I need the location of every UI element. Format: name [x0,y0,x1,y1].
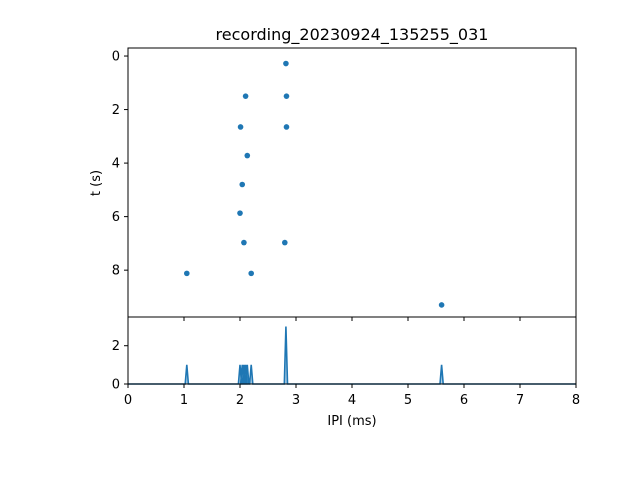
y-tick-label: 8 [112,264,120,279]
x-tick-label: 8 [572,393,580,408]
scatter-point [283,93,290,99]
scatter-point [438,302,445,308]
scatter-point [184,270,190,277]
x-tick-label: 2 [236,393,244,408]
scatter-point [239,181,246,188]
histogram-line [128,326,576,385]
x-tick-label: 1 [180,393,188,408]
x-tick-label: 7 [516,393,524,408]
histogram-frame [127,316,577,385]
y-tick-label: 2 [112,339,120,354]
chart-title: recording_20230924_135255_031 [216,25,489,45]
scatter-point [283,60,289,67]
x-tick-label: 5 [404,393,412,408]
x-axis-label: IPI (ms) [327,414,376,429]
y-tick-label: 0 [112,50,120,65]
scatter-point [237,124,244,130]
x-tick-label: 6 [460,393,468,408]
y-tick-label: 0 [112,378,120,393]
scatter-point [241,239,247,246]
scatter-point [242,93,249,99]
x-tick-label: 3 [292,393,300,408]
histogram-panel: 0 2 0 1 2 3 4 5 6 7 8 [112,316,580,408]
scatter-point [282,239,288,246]
x-tick-label: 4 [348,393,356,408]
scatter-point [283,124,290,130]
x-tick-label: 0 [124,393,132,408]
scatter-point [237,210,243,216]
scatter-panel: 0 2 4 6 8 [112,47,577,321]
y-axis-label: t (s) [89,170,104,196]
y-tick-label: 4 [112,157,120,172]
scatter-point [244,152,251,159]
y-tick-label: 6 [112,210,120,225]
scatter-point [248,270,254,277]
y-tick-label: 2 [112,103,120,118]
